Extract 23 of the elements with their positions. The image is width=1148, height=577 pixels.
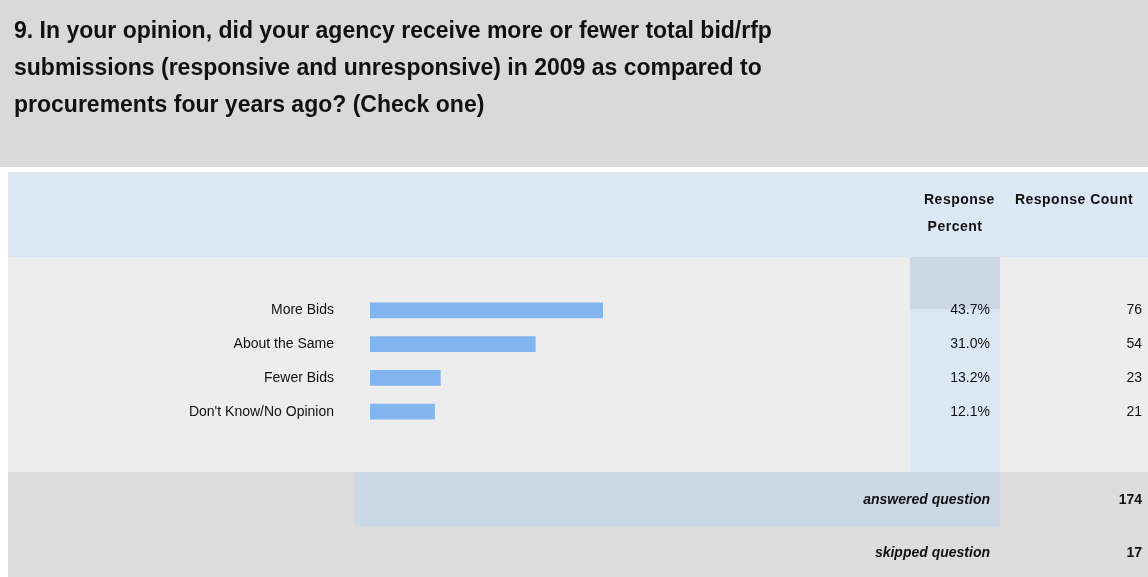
text: 76 xyxy=(1126,301,1143,318)
bar xyxy=(370,370,441,386)
text: 23 xyxy=(1126,368,1143,385)
text: Response Percent xyxy=(923,190,996,236)
y-tick-label: More Bids xyxy=(270,301,334,318)
y-tick-label: Don't Know/No Opinion xyxy=(188,402,334,419)
data-label: 12.1% xyxy=(950,402,990,419)
text: skipped question xyxy=(873,543,990,561)
data-label: 31.0% xyxy=(950,334,990,351)
y-tick-label: About the Same xyxy=(233,334,335,351)
y-tick-label: Fewer Bids xyxy=(263,368,334,385)
bar xyxy=(370,302,603,319)
text: 21 xyxy=(1126,402,1143,419)
data-label: 13.2% xyxy=(950,368,990,385)
data-label: 43.7% xyxy=(950,301,990,318)
text: answered question xyxy=(862,490,990,508)
bar xyxy=(370,336,536,352)
bar xyxy=(370,403,435,420)
text: 174 xyxy=(1117,490,1142,508)
text: 54 xyxy=(1126,334,1143,351)
text: 17 xyxy=(1125,543,1142,561)
chart-title: 9. In your opinion, did your agency receive more or fewer total bid/rfp submissions (responsive and unresponsive) in 2009 as compared to procurements four years ago? (Check one) xyxy=(14,16,773,119)
text: Response Count xyxy=(1013,190,1135,209)
